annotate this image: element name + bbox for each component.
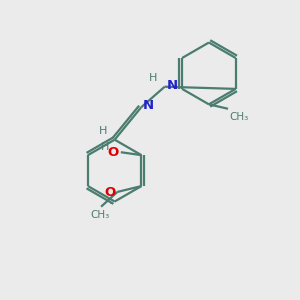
Text: O: O: [107, 146, 119, 159]
Text: H: H: [100, 142, 109, 152]
Text: CH₃: CH₃: [90, 210, 110, 220]
Text: H: H: [149, 74, 158, 83]
Text: H: H: [99, 126, 108, 136]
Text: CH₃: CH₃: [229, 112, 248, 122]
Text: O: O: [105, 186, 116, 199]
Text: N: N: [143, 99, 154, 112]
Text: N: N: [167, 79, 178, 92]
Text: methyl: methyl: [110, 203, 114, 204]
